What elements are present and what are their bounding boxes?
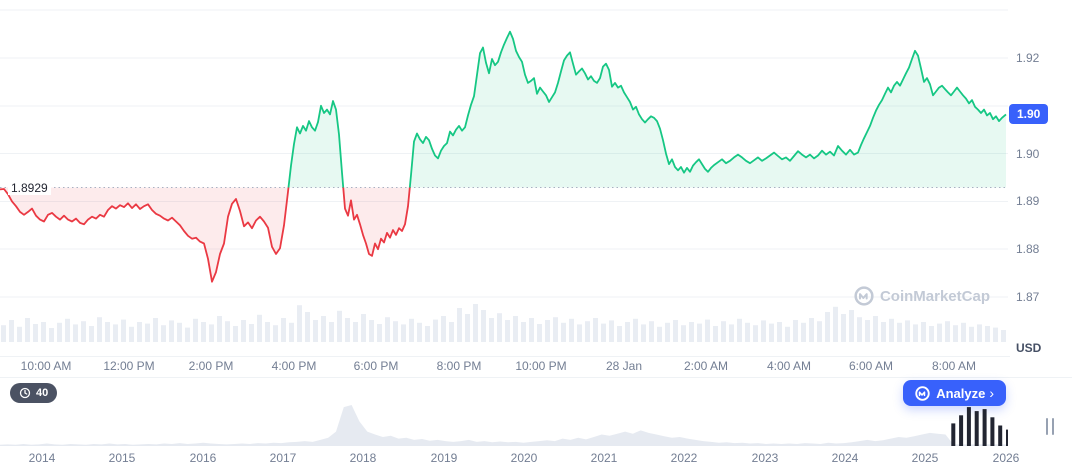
currency-label: USD	[1016, 341, 1042, 355]
current-price-badge: 1.90	[1009, 104, 1049, 124]
year-label: 2023	[751, 451, 779, 465]
y-axis-label: 1.90	[1016, 147, 1040, 161]
chevron-right-icon: ›	[989, 385, 994, 401]
year-label: 2021	[590, 451, 618, 465]
year-label: 2024	[831, 451, 859, 465]
year-axis: 2014 2015 2016 2017 2018 2019 2020 2021 2022 2023…	[0, 451, 1072, 467]
x-axis-label: 4:00 PM	[271, 359, 317, 373]
x-axis-line	[0, 356, 1010, 357]
timer-value: 40	[36, 387, 49, 399]
x-axis-label: 8:00 AM	[931, 359, 977, 373]
section-divider	[0, 377, 1072, 378]
baseline-price-label: 1.8929	[8, 181, 51, 195]
year-label: 2020	[510, 451, 538, 465]
range-handle-icon[interactable]	[1046, 418, 1054, 435]
x-axis-label: 8:00 PM	[436, 359, 482, 373]
coinmarketcap-watermark: CoinMarketCap	[854, 286, 990, 306]
x-axis-label: 6:00 PM	[353, 359, 399, 373]
watermark-text: CoinMarketCap	[879, 287, 990, 305]
year-label: 2017	[269, 451, 297, 465]
coinmarketcap-logo-icon	[915, 385, 930, 401]
year-label: 2026	[992, 451, 1020, 465]
year-label: 2015	[108, 451, 136, 465]
x-axis-label: 12:00 PM	[103, 359, 155, 373]
analyze-button[interactable]: Analyze ›	[903, 380, 1006, 406]
year-label: 2022	[670, 451, 698, 465]
x-axis-label: 10:00 PM	[515, 359, 567, 373]
coinmarketcap-logo-icon	[854, 286, 874, 306]
clock-icon	[19, 387, 31, 399]
x-axis-label: 4:00 AM	[766, 359, 812, 373]
price-chart-canvas[interactable]	[0, 0, 1010, 357]
year-label: 2016	[189, 451, 217, 465]
x-axis: 10:00 AM 12:00 PM 2:00 PM 4:00 PM 6:00 PM 8:0…	[0, 359, 1010, 375]
range-navigator[interactable]	[0, 400, 1008, 446]
x-axis-label: 2:00 PM	[188, 359, 234, 373]
year-label: 2025	[911, 451, 939, 465]
y-axis-label: 1.88	[1016, 242, 1040, 256]
year-label: 2019	[430, 451, 458, 465]
year-label: 2018	[349, 451, 377, 465]
y-axis-label: 1.89	[1016, 194, 1040, 208]
analyze-label: Analyze	[936, 385, 986, 401]
x-axis-label: 28 Jan	[605, 359, 643, 373]
y-axis-label: 1.87	[1016, 290, 1040, 304]
x-axis-label: 2:00 AM	[683, 359, 729, 373]
y-axis-label: 1.92	[1016, 51, 1040, 65]
x-axis-label: 6:00 AM	[848, 359, 894, 373]
timer-badge: 40	[10, 383, 58, 403]
year-label: 2014	[28, 451, 56, 465]
x-axis-label: 10:00 AM	[20, 359, 72, 373]
